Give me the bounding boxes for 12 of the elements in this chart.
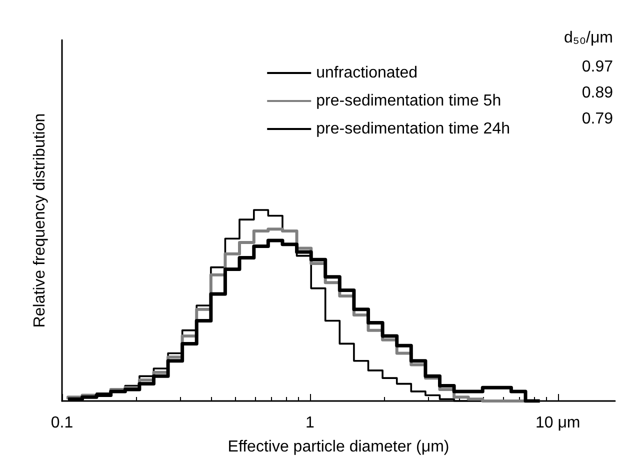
x-axis-title: Effective particle diameter (μm) [228,438,450,456]
x-tick-label: 10 μm [535,414,580,432]
text: 0.79 [582,110,614,128]
text: 0.97 [582,58,614,76]
text: 0.89 [582,84,614,102]
legend-title: d₅₀/μm [564,30,614,46]
x-tick-label: 1 [305,414,314,432]
legend-label: pre-sedimentation time 24h [316,120,510,138]
legend-label: unfractionated [316,64,418,82]
legend-label: pre-sedimentation time 5h [316,92,502,110]
y-axis-title: Relative frequency distribution [32,113,48,328]
x-tick-label: 0.1 [50,414,74,432]
